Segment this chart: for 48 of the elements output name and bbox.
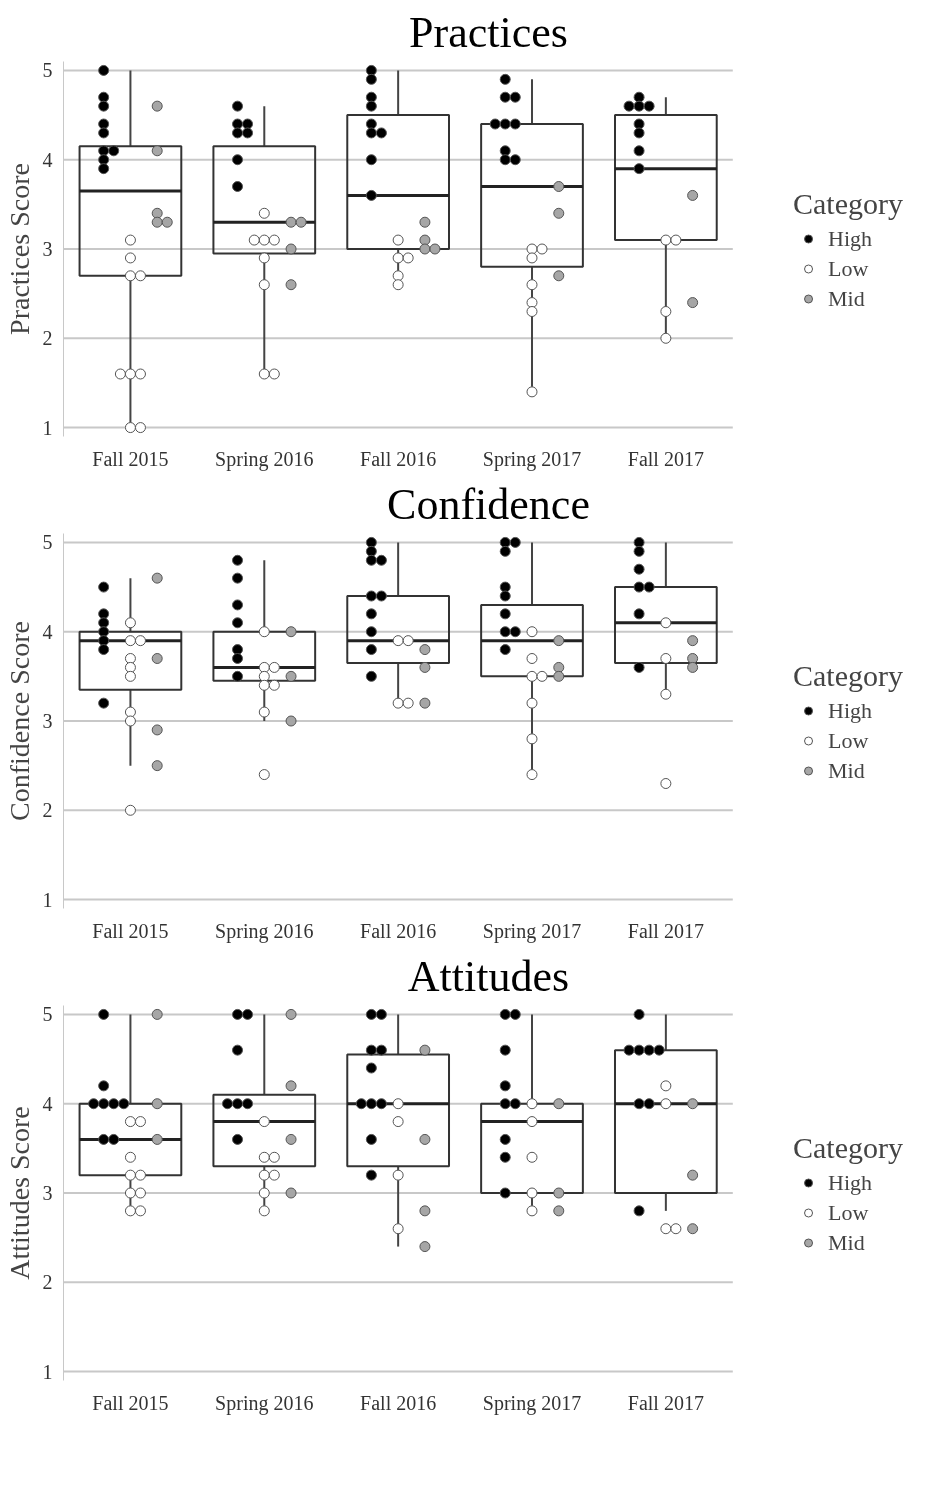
legend-label: High bbox=[828, 697, 873, 723]
y-tick-label: 3 bbox=[42, 710, 53, 732]
x-tick-label: Fall 2016 bbox=[360, 447, 437, 470]
y-tick-label: 1 bbox=[42, 1360, 53, 1383]
x-tick-label: Spring 2016 bbox=[215, 1391, 314, 1415]
y-tick-label: 2 bbox=[42, 1271, 53, 1294]
legend-label: Low bbox=[828, 727, 869, 753]
x-tick-label: Fall 2015 bbox=[92, 447, 169, 470]
x-tick-label: Fall 2017 bbox=[627, 447, 704, 470]
x-tick-label: Spring 2016 bbox=[215, 447, 314, 471]
chart-title: Confidence bbox=[387, 479, 590, 529]
x-tick-label: Fall 2016 bbox=[360, 1391, 437, 1414]
legend-title: Category bbox=[793, 1130, 903, 1164]
legend-label: Mid bbox=[828, 1229, 865, 1255]
x-tick-label: Fall 2015 bbox=[92, 919, 169, 942]
y-tick-label: 4 bbox=[42, 620, 53, 643]
y-tick-label: 2 bbox=[42, 327, 53, 350]
chart-title: Attitudes bbox=[407, 951, 570, 1001]
legend-title: Category bbox=[793, 186, 903, 220]
legend-label: Low bbox=[828, 1199, 869, 1225]
x-tick-label: Spring 2017 bbox=[482, 447, 582, 471]
legend-label: Mid bbox=[828, 757, 865, 783]
y-tick-label: 4 bbox=[42, 148, 53, 171]
x-tick-label: Fall 2015 bbox=[92, 1391, 169, 1414]
y-tick-label: 1 bbox=[42, 416, 53, 439]
y-tick-label: 3 bbox=[42, 1182, 53, 1204]
y-tick-label: 2 bbox=[42, 799, 53, 822]
y-tick-label: 3 bbox=[42, 238, 53, 260]
y-axis-title: Attitudes Score bbox=[3, 1106, 35, 1280]
x-tick-label: Fall 2017 bbox=[627, 919, 704, 942]
legend-label: High bbox=[828, 225, 873, 251]
legend-label: Low bbox=[828, 255, 869, 281]
chart-title: Practices bbox=[409, 7, 568, 57]
y-tick-label: 1 bbox=[42, 888, 53, 911]
x-tick-label: Spring 2016 bbox=[215, 919, 314, 943]
y-axis-title: Confidence Score bbox=[3, 621, 35, 821]
y-tick-label: 4 bbox=[42, 1092, 53, 1115]
legend-label: Mid bbox=[828, 285, 865, 311]
x-tick-label: Spring 2017 bbox=[482, 919, 582, 943]
x-tick-label: Fall 2016 bbox=[360, 919, 437, 942]
y-axis-title: Practices Score bbox=[3, 163, 35, 335]
x-tick-label: Fall 2017 bbox=[627, 1391, 704, 1414]
y-tick-label: 5 bbox=[42, 531, 53, 554]
y-tick-label: 5 bbox=[42, 1003, 53, 1026]
x-tick-label: Spring 2017 bbox=[482, 1391, 582, 1415]
legend-title: Category bbox=[793, 658, 903, 692]
y-tick-label: 5 bbox=[42, 59, 53, 82]
legend-label: High bbox=[828, 1169, 873, 1195]
